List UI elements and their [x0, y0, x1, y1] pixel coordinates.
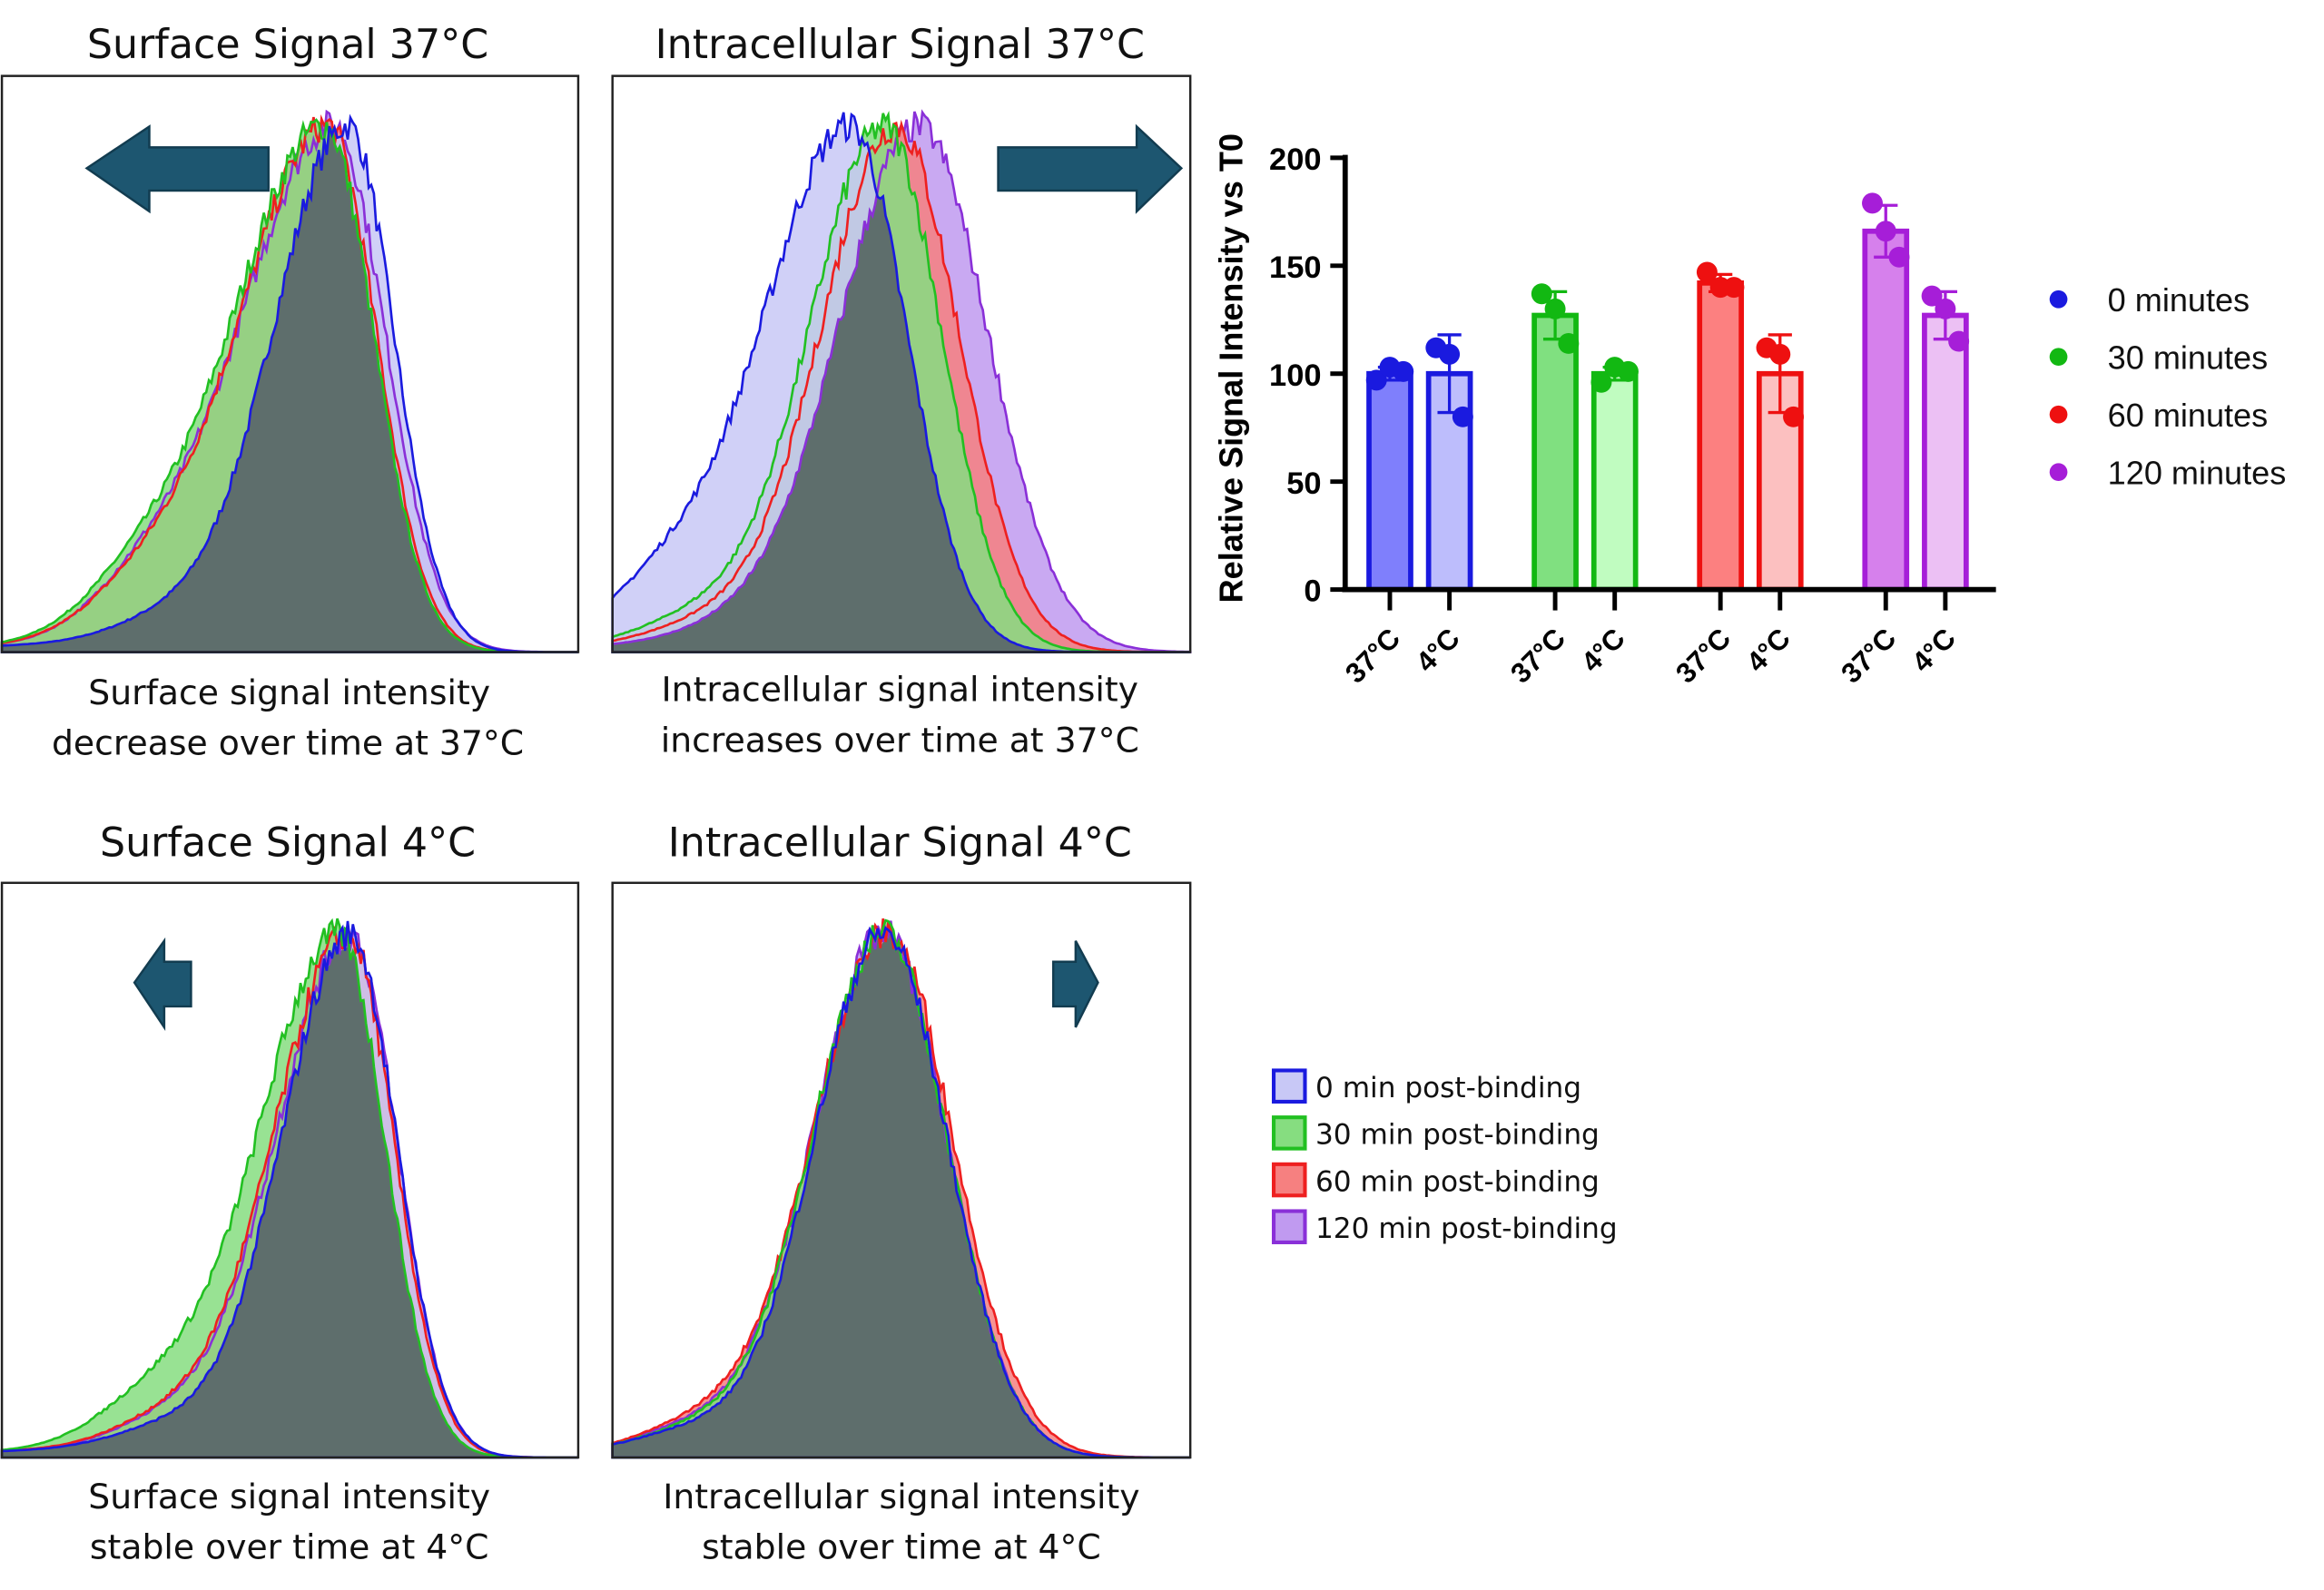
histogram-frame: [611, 881, 1192, 1459]
caption-surface-4-line2: stable over time at 4°C: [90, 1527, 489, 1567]
legend-dot-0-minutes: [2049, 290, 2068, 309]
data-point: [1558, 332, 1580, 354]
data-point: [1531, 283, 1552, 305]
histogram-frame: [0, 881, 580, 1459]
data-point: [1935, 298, 1956, 319]
y-axis-label: Relative Signal Intensity vs T0: [1213, 133, 1250, 603]
panel-title-surface-4: Surface Signal 4°C: [100, 820, 476, 866]
legend-label: 30 minutes: [2108, 339, 2268, 376]
y-tick-label: 200: [1269, 142, 1321, 177]
data-point: [1393, 360, 1414, 382]
histogram-panel-3: [0, 881, 580, 1459]
data-point: [1888, 246, 1910, 268]
histogram-line-30-min: [0, 118, 578, 653]
caption-surface-37-line1: Surface signal intensity: [88, 672, 490, 712]
bar-30-minutes-1: [1590, 370, 1639, 593]
bar-120-minutes-0: [1862, 228, 1910, 593]
data-point: [1696, 261, 1718, 283]
histogram-line-60-min: [611, 119, 1191, 653]
legend-swatch-120-min: [1271, 1209, 1307, 1245]
panel-title-intracellular-4: Intracellular Signal 4°C: [668, 820, 1132, 866]
data-point: [1439, 343, 1461, 365]
histogram-overlap: [2, 134, 578, 653]
legend-swatch-60-min: [1271, 1162, 1307, 1198]
y-tick-label: 100: [1269, 358, 1321, 393]
histogram-line-0-min: [0, 920, 578, 1459]
y-tick-label: 50: [1286, 466, 1321, 501]
bar-chart: Relative Signal Intensity vs T0 0 50 100 15…: [1213, 133, 2287, 690]
y-tick-label: 150: [1269, 250, 1321, 285]
histogram-panel-2: [611, 74, 1192, 653]
data-point: [1862, 192, 1883, 214]
legend-dot-60-minutes: [2049, 405, 2068, 424]
data-point: [1452, 406, 1473, 427]
histogram-line-30-min: [0, 918, 578, 1459]
legend-swatch-0-min: [1271, 1068, 1307, 1104]
caption-intracellular-37-line2: increases over time at 37°C: [661, 720, 1139, 760]
bar-120-minutes-1: [1922, 312, 1969, 593]
legend-label: 0 min post-binding: [1315, 1072, 1581, 1104]
data-point: [1875, 221, 1896, 242]
arrow-left-small-icon: [133, 937, 192, 1031]
caption-intracellular-4-line1: Intracellular signal intensity: [663, 1477, 1139, 1516]
legend-swatch-30-min: [1271, 1115, 1307, 1151]
histogram-overlap: [2, 946, 578, 1458]
panel-title-intracellular-37: Intracellular Signal 37°C: [655, 22, 1145, 68]
legend-label: 60 min post-binding: [1315, 1165, 1600, 1198]
data-point: [1617, 360, 1639, 382]
histogram-overlap: [612, 196, 1191, 653]
histogram-frame: [611, 74, 1192, 653]
legend-label: 60 minutes: [2108, 397, 2268, 434]
histogram-line-0-min: [0, 113, 578, 653]
histogram-line-0-min: [611, 926, 1191, 1459]
data-point: [1590, 371, 1612, 393]
bar-0-minutes-0: [1366, 370, 1413, 593]
data-point: [1544, 298, 1566, 319]
legend-label: 120 min post-binding: [1315, 1212, 1618, 1245]
caption-intracellular-4-line2: stable over time at 4°C: [702, 1527, 1101, 1567]
bar-30-minutes-0: [1531, 312, 1579, 593]
arrow-right-small-icon: [1052, 940, 1099, 1028]
histogram-line-60-min: [611, 918, 1191, 1459]
bar-60-minutes-0: [1697, 280, 1745, 593]
y-tick-label: 0: [1304, 574, 1321, 609]
caption-surface-4-line1: Surface signal intensity: [88, 1477, 490, 1516]
data-point: [1921, 285, 1943, 307]
data-point: [1783, 406, 1805, 427]
histogram-panels: [0, 74, 1192, 1459]
histogram-legend: 0 min post-binding 30 min post-binding 60 …: [1271, 1068, 1618, 1245]
arrow-right-icon: [997, 123, 1184, 214]
caption-surface-37-line2: decrease over time at 37°C: [52, 723, 524, 763]
histogram-overlap: [612, 932, 1191, 1458]
arrow-left-icon: [84, 124, 270, 214]
data-point: [1948, 330, 1970, 352]
histogram-frame: [0, 74, 580, 653]
legend-label: 120 minutes: [2108, 454, 2287, 491]
data-point: [1365, 369, 1387, 391]
legend-label: 0 minutes: [2108, 281, 2250, 319]
legend-dot-30-minutes: [2049, 348, 2068, 367]
legend-label: 30 min post-binding: [1315, 1119, 1600, 1152]
caption-intracellular-37-line1: Intracellular signal intensity: [662, 670, 1138, 710]
histogram-panel-1: [0, 74, 580, 653]
data-point: [1769, 343, 1791, 365]
data-point: [1723, 277, 1745, 299]
histogram-panel-4: [611, 881, 1192, 1459]
legend-dot-120-minutes: [2049, 463, 2068, 482]
panel-title-surface-37: Surface Signal 37°C: [87, 22, 488, 68]
